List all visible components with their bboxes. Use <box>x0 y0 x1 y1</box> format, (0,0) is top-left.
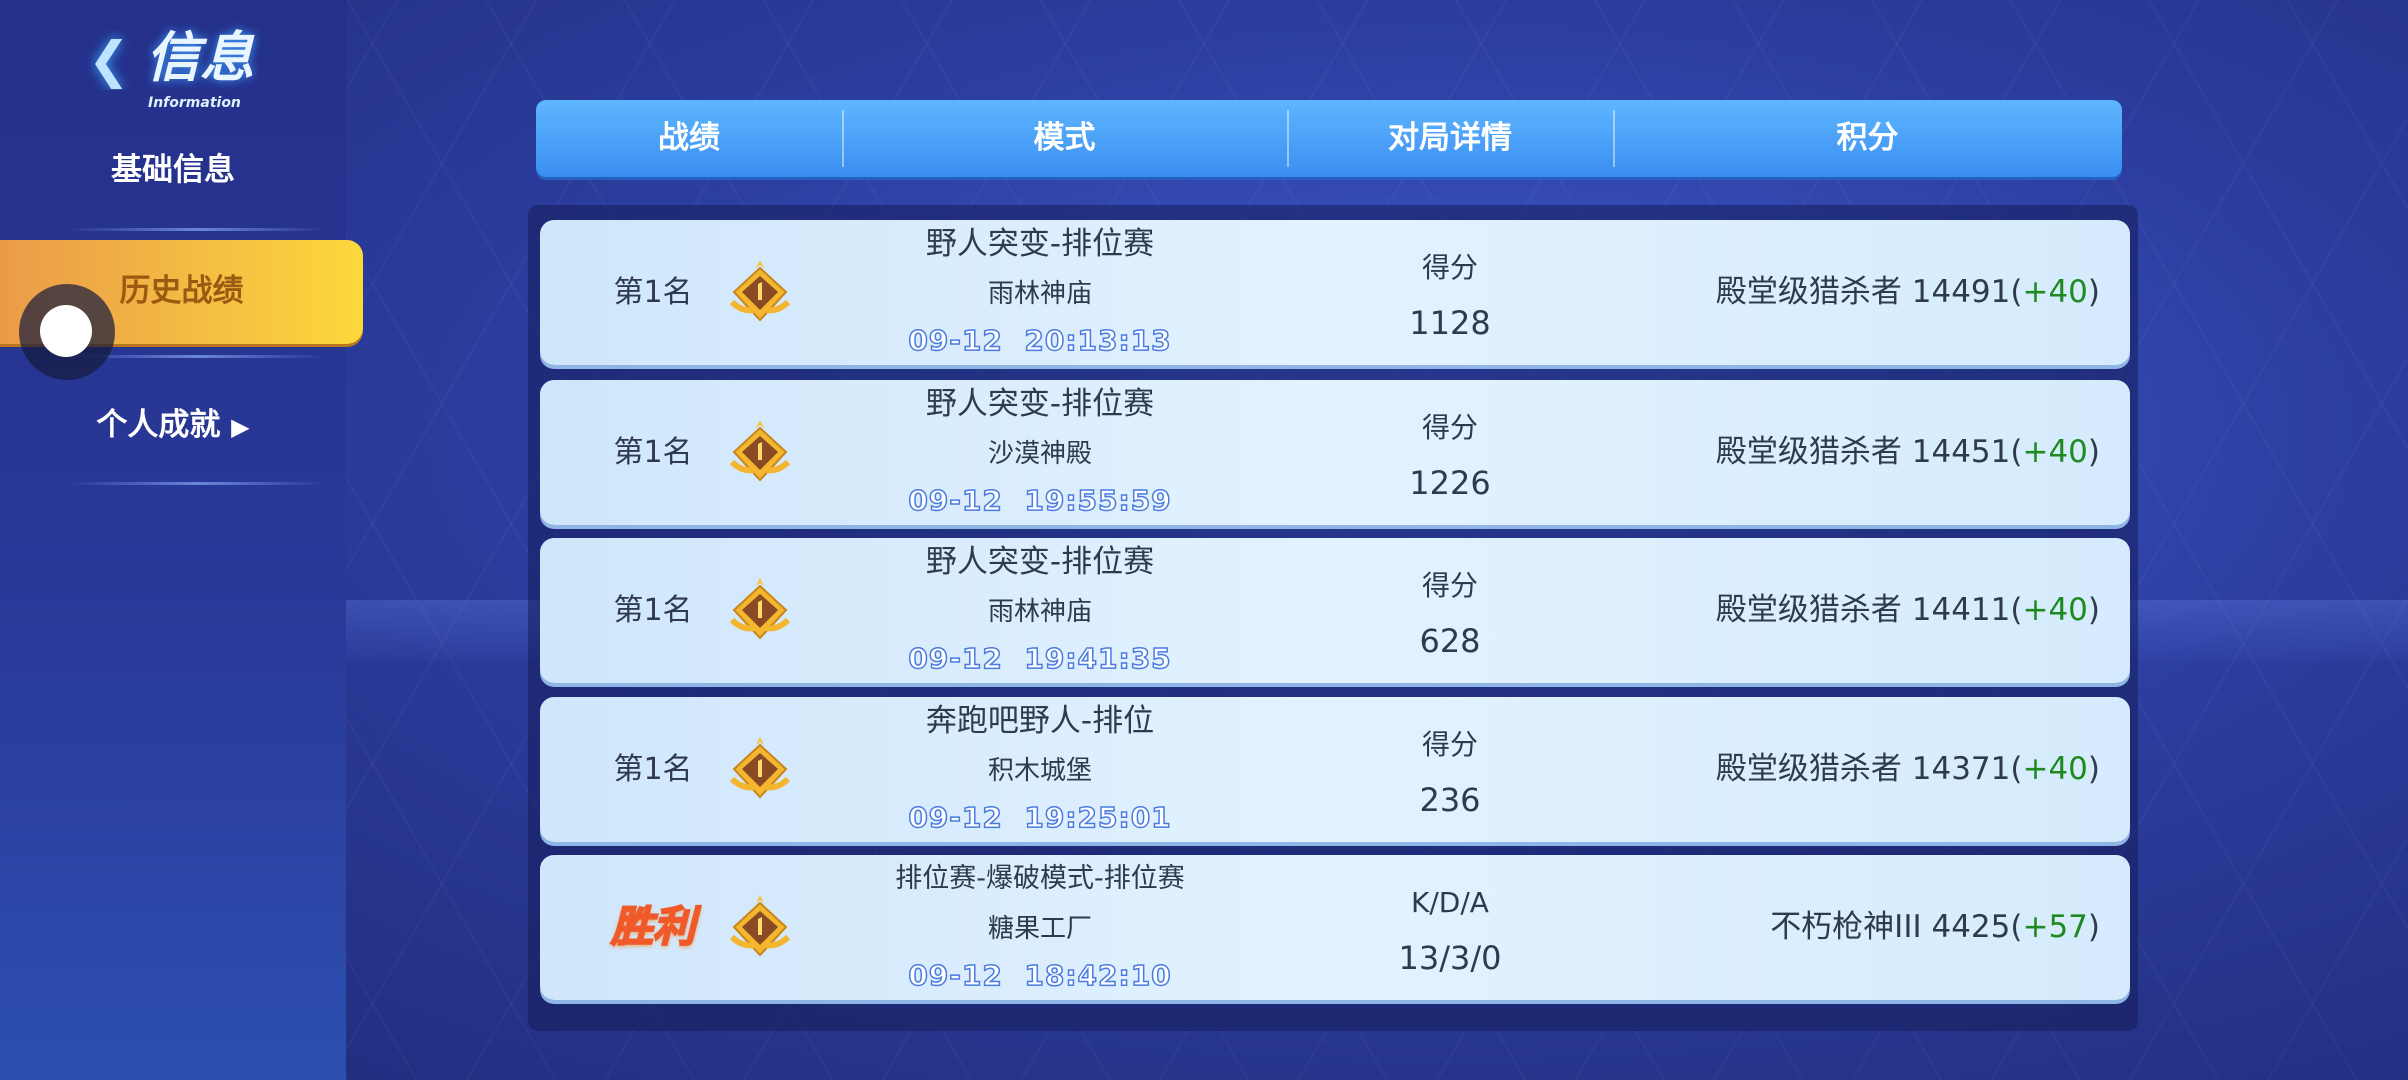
rank-title-points: 殿堂级猎杀者 14491( <box>1715 273 2023 310</box>
map-name: 糖果工厂 <box>987 914 1092 944</box>
sidebar: ❮ 信息 Information 基础信息 历史战绩 个人成就 ▶ <box>0 0 363 1080</box>
stat-label: 得分 <box>1421 569 1478 602</box>
points-delta: +40 <box>2022 750 2088 787</box>
match-datetime: 09-12 20:13:13 <box>908 323 1172 358</box>
divider <box>68 228 328 231</box>
close-paren: ) <box>2087 433 2100 470</box>
page-subtitle: Information <box>148 95 241 111</box>
stat-label: 得分 <box>1421 251 1478 284</box>
touch-indicator-dot <box>40 305 92 357</box>
points-delta: +57 <box>2022 908 2088 945</box>
header-record: 战绩 <box>658 119 720 156</box>
match-row[interactable]: 第1名 奔跑吧野人-排位 积木城堡 09-12 19:25:01 得分 236 … <box>540 697 2130 842</box>
chevron-left-icon: ❮ <box>88 31 130 89</box>
mode-name: 野人突变-排位赛 <box>925 544 1155 580</box>
match-datetime: 09-12 19:41:35 <box>908 641 1172 676</box>
rank-points: 殿堂级猎杀者 14451(+40) <box>1716 380 2100 525</box>
play-arrow-icon: ▶ <box>231 413 250 441</box>
rank-label: 第1名 <box>613 592 693 628</box>
table-header: 战绩 模式 对局详情 积分 <box>536 100 2122 177</box>
points-delta: +40 <box>2022 273 2088 310</box>
match-datetime: 09-12 19:25:01 <box>908 800 1172 835</box>
sidebar-item-label: 历史战绩 <box>119 273 244 310</box>
rank-points: 殿堂级猎杀者 14411(+40) <box>1716 538 2100 683</box>
header-details: 对局详情 <box>1388 119 1512 156</box>
rank-title-points: 不朽枪神III 4425( <box>1770 908 2023 945</box>
match-row[interactable]: 第1名 野人突变-排位赛 沙漠神殿 09-12 19:55:59 得分 1226… <box>540 380 2130 525</box>
sidebar-item-label: 个人成就 <box>96 407 221 443</box>
close-paren: ) <box>2087 750 2100 787</box>
match-datetime: 09-12 19:55:59 <box>908 483 1172 518</box>
rank-title-points: 殿堂级猎杀者 14411( <box>1715 591 2023 628</box>
rank-title-points: 殿堂级猎杀者 14371( <box>1715 750 2023 787</box>
mode-name: 排位赛-爆破模式-排位赛 <box>895 863 1185 894</box>
points-delta: +40 <box>2022 591 2088 628</box>
rank-title-points: 殿堂级猎杀者 14451( <box>1715 433 2023 470</box>
header-points: 积分 <box>1836 119 1899 156</box>
stat-label: 得分 <box>1421 728 1478 761</box>
rank-points: 殿堂级猎杀者 14491(+40) <box>1716 220 2100 365</box>
map-name: 雨林神庙 <box>987 597 1092 627</box>
map-name: 沙漠神殿 <box>987 439 1092 469</box>
back-button[interactable]: ❮ 信息 Information <box>88 20 348 112</box>
stat-value: 1128 <box>1409 304 1491 342</box>
sidebar-item-achievements[interactable]: 个人成就 ▶ <box>0 403 346 449</box>
stat-value: 236 <box>1419 781 1481 819</box>
rank-points: 殿堂级猎杀者 14371(+40) <box>1716 697 2100 842</box>
close-paren: ) <box>2087 273 2100 310</box>
divider <box>842 110 844 167</box>
stat-label: K/D/A <box>1411 886 1489 919</box>
rank-points: 不朽枪神III 4425(+57) <box>1770 855 2100 1000</box>
points-delta: +40 <box>2022 433 2088 470</box>
mode-name: 野人突变-排位赛 <box>925 386 1155 422</box>
gold-medal-icon <box>729 737 791 799</box>
close-paren: ) <box>2087 591 2100 628</box>
rank-label: 第1名 <box>613 274 693 310</box>
map-name: 积木城堡 <box>987 756 1092 786</box>
mode-name: 奔跑吧野人-排位 <box>925 703 1155 739</box>
rank-label: 第1名 <box>613 434 693 470</box>
match-row[interactable]: 第1名 野人突变-排位赛 雨林神庙 09-12 20:13:13 得分 1128… <box>540 220 2130 365</box>
gold-medal-icon <box>729 578 791 640</box>
mode-name: 野人突变-排位赛 <box>925 226 1155 262</box>
header-mode: 模式 <box>1033 119 1096 156</box>
gold-medal-icon <box>729 260 791 322</box>
gold-medal-icon <box>729 420 791 482</box>
match-datetime: 09-12 18:42:10 <box>908 958 1172 993</box>
match-row[interactable]: 第1名 野人突变-排位赛 雨林神庙 09-12 19:41:35 得分 628 … <box>540 538 2130 683</box>
rank-label: 胜利 <box>610 901 696 952</box>
gold-medal-icon <box>729 895 791 957</box>
divider <box>68 482 328 485</box>
map-name: 雨林神庙 <box>987 279 1092 309</box>
sidebar-item-basic-info[interactable]: 基础信息 <box>111 152 235 188</box>
page-title: 信息 <box>146 26 254 89</box>
stat-value: 628 <box>1419 622 1481 660</box>
stat-value: 1226 <box>1409 464 1491 502</box>
stat-value: 13/3/0 <box>1398 939 1502 977</box>
divider <box>1287 110 1289 167</box>
stat-label: 得分 <box>1421 411 1478 444</box>
close-paren: ) <box>2087 908 2100 945</box>
divider <box>68 355 328 358</box>
divider <box>1613 110 1615 167</box>
match-row[interactable]: 胜利 排位赛-爆破模式-排位赛 糖果工厂 09-12 18:42:10 K/D/… <box>540 855 2130 1000</box>
rank-label: 第1名 <box>613 751 693 787</box>
